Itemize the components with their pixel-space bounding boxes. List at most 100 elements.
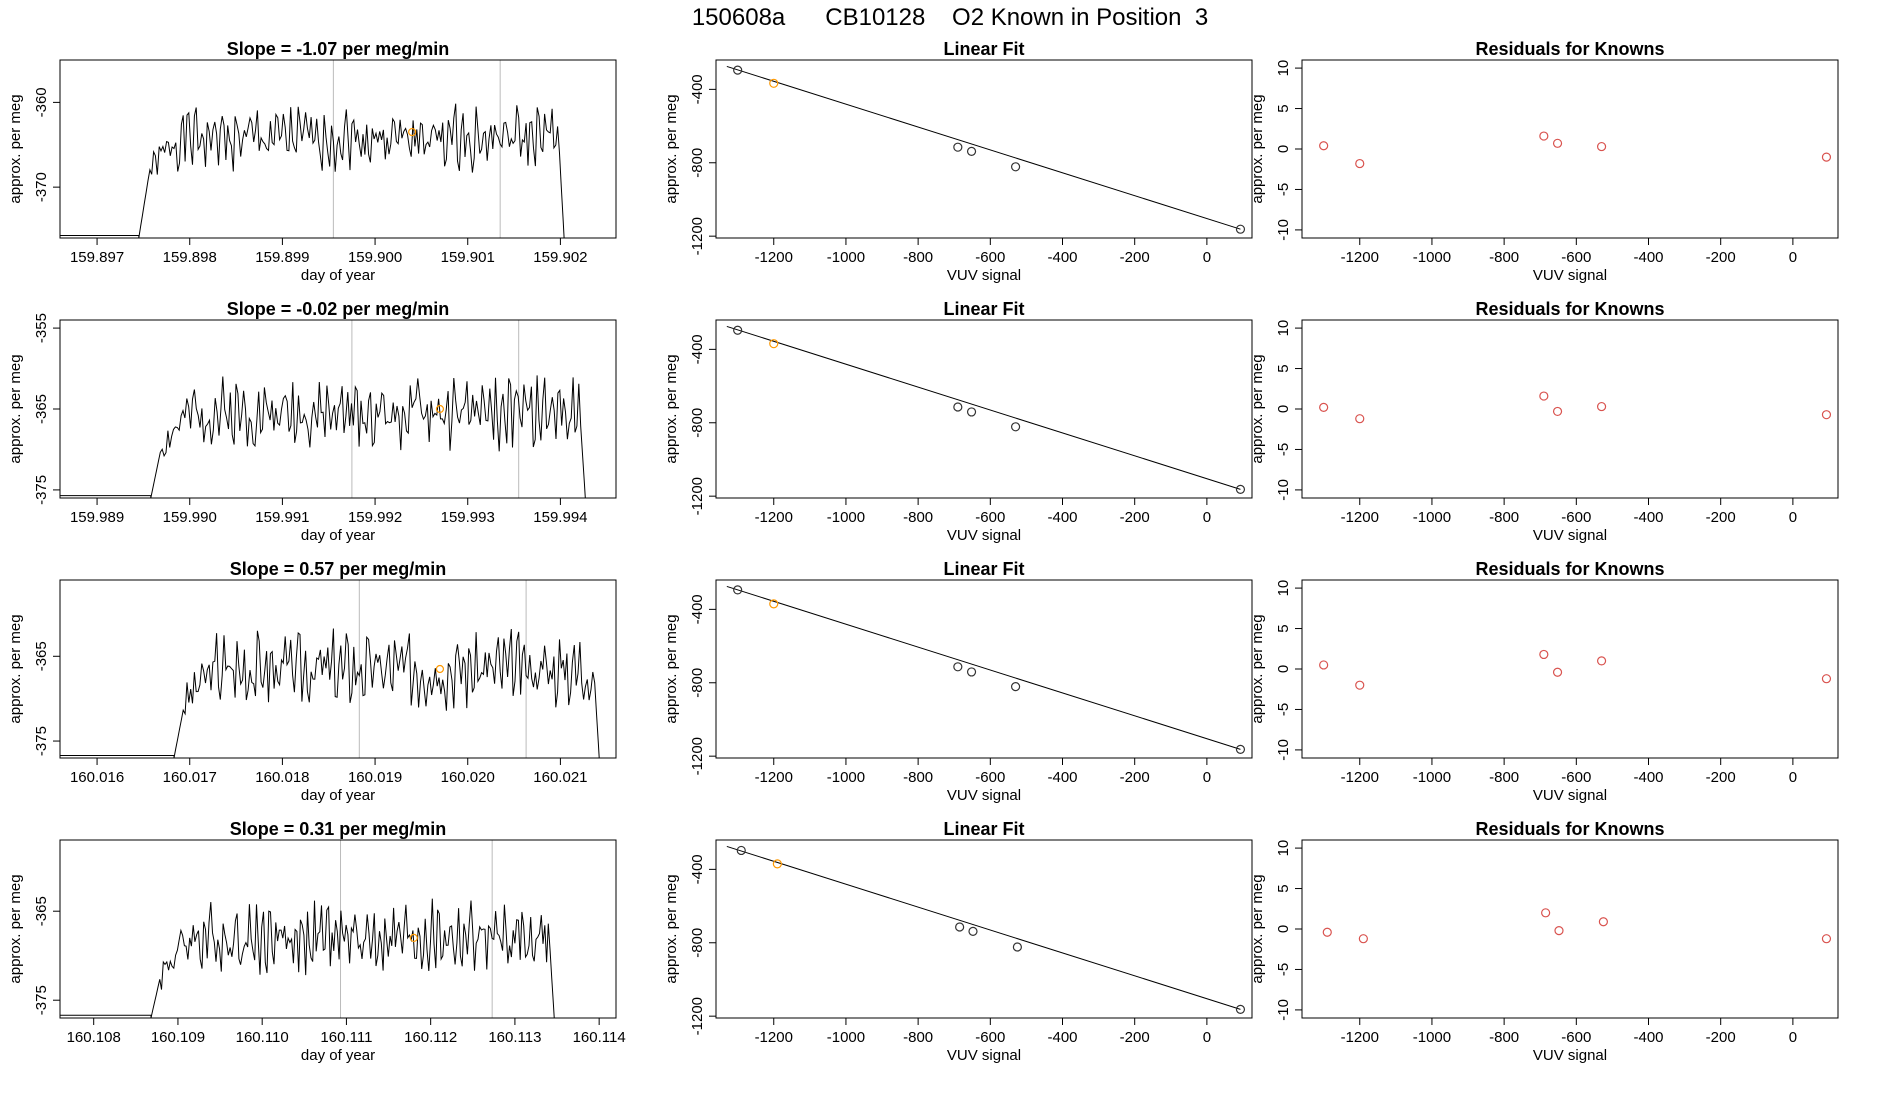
x-tick-label: 159.902 bbox=[533, 249, 587, 266]
chart-panel-11: Linear Fit -1200 -1000 -800 -600 -400 -200 0 -12… bbox=[663, 819, 1253, 1064]
y-tick-label: -10 bbox=[1275, 219, 1292, 241]
plot-area bbox=[1319, 391, 1832, 424]
data-point bbox=[1355, 158, 1365, 169]
x-axis-label: day of year bbox=[301, 787, 375, 804]
y-tick-label: 10 bbox=[1275, 320, 1292, 337]
data-point bbox=[1821, 152, 1832, 162]
y-tick-label: 0 bbox=[1275, 665, 1292, 673]
x-tick-label: 160.017 bbox=[163, 769, 217, 786]
plot-area bbox=[726, 585, 1246, 754]
y-tick-label: 0 bbox=[1275, 925, 1292, 933]
chart-panel-2: Linear Fit -1200 -1000 -800 -600 -400 -200 0 -12… bbox=[663, 39, 1253, 284]
plot-area bbox=[1319, 131, 1832, 169]
x-tick-label: -400 bbox=[1047, 769, 1077, 786]
x-tick-label: 159.994 bbox=[533, 509, 587, 526]
data-point bbox=[1821, 934, 1832, 944]
y-tick-label: -370 bbox=[33, 172, 50, 202]
x-tick-label: -800 bbox=[903, 1029, 933, 1046]
x-tick-label: 0 bbox=[1203, 509, 1211, 526]
x-tick-label: -800 bbox=[1489, 769, 1519, 786]
x-tick-label: -600 bbox=[975, 769, 1005, 786]
data-point bbox=[1821, 410, 1832, 420]
x-axis-label: VUV signal bbox=[1533, 527, 1607, 544]
y-tick-label: -5 bbox=[1275, 443, 1292, 456]
data-point bbox=[1235, 484, 1246, 494]
data-point bbox=[1596, 141, 1607, 152]
x-tick-label: -1200 bbox=[755, 769, 793, 786]
series-line bbox=[60, 628, 600, 758]
x-tick-label: -200 bbox=[1706, 249, 1736, 266]
y-tick-label: -1200 bbox=[689, 477, 706, 515]
chart-title: Residuals for Knowns bbox=[1475, 39, 1664, 59]
chart-title: Residuals for Knowns bbox=[1475, 559, 1664, 579]
y-tick-label: -375 bbox=[33, 985, 50, 1015]
x-tick-label: 159.901 bbox=[441, 249, 495, 266]
y-tick-label: 10 bbox=[1275, 60, 1292, 77]
data-point bbox=[1012, 942, 1022, 952]
data-point bbox=[733, 65, 743, 75]
x-tick-label: -1200 bbox=[1341, 769, 1379, 786]
x-tick-label: -1000 bbox=[1413, 249, 1451, 266]
data-point bbox=[1355, 680, 1365, 690]
x-tick-label: -400 bbox=[1047, 509, 1077, 526]
chart-title: Linear Fit bbox=[943, 299, 1024, 319]
y-tick-label: -400 bbox=[689, 854, 706, 884]
data-point bbox=[966, 146, 977, 156]
y-tick-label: 10 bbox=[1275, 580, 1292, 597]
x-tick-label: -200 bbox=[1120, 1029, 1150, 1046]
x-tick-label: -800 bbox=[903, 249, 933, 266]
plot-area bbox=[1322, 908, 1832, 944]
y-tick-label: 10 bbox=[1275, 840, 1292, 857]
data-point bbox=[1358, 934, 1368, 944]
x-tick-label: 159.992 bbox=[348, 509, 402, 526]
y-tick-label: -365 bbox=[33, 641, 50, 671]
plot-frame bbox=[1301, 579, 1839, 759]
x-tick-label: 160.110 bbox=[236, 1029, 289, 1046]
data-point bbox=[1539, 391, 1549, 401]
x-tick-label: 160.020 bbox=[441, 769, 495, 786]
plot-frame bbox=[715, 579, 1253, 759]
data-point-orange bbox=[435, 404, 445, 414]
chart-panel-3: Residuals for Knowns-1200 -1000 -800 -600 -4… bbox=[1249, 39, 1839, 284]
y-tick-label: 0 bbox=[1275, 405, 1292, 413]
y-tick-label: -5 bbox=[1275, 963, 1292, 976]
data-point bbox=[1319, 141, 1329, 151]
chart-title: Slope = -1.07 per meg/min bbox=[227, 39, 450, 59]
x-tick-label: -800 bbox=[903, 769, 933, 786]
x-tick-label: -200 bbox=[1706, 509, 1736, 526]
x-axis-label: day of year bbox=[301, 267, 375, 284]
plot-frame bbox=[59, 579, 617, 759]
y-tick-label: -360 bbox=[33, 87, 50, 117]
data-point-orange bbox=[408, 127, 417, 137]
data-point bbox=[736, 845, 746, 856]
data-point-orange bbox=[409, 933, 418, 943]
x-tick-label: -200 bbox=[1706, 769, 1736, 786]
plot-frame bbox=[715, 319, 1253, 499]
x-tick-label: -400 bbox=[1633, 249, 1663, 266]
y-axis-label: approx. per meg bbox=[7, 354, 24, 463]
x-tick-label: -1000 bbox=[827, 769, 865, 786]
fit-line bbox=[726, 845, 1241, 1010]
x-tick-label: 159.899 bbox=[255, 249, 309, 266]
data-point bbox=[1596, 656, 1607, 666]
data-point bbox=[1010, 422, 1021, 432]
x-tick-label: 159.991 bbox=[255, 509, 309, 526]
plot-area bbox=[726, 325, 1246, 494]
y-axis-label: approx. per meg bbox=[7, 614, 24, 723]
data-point bbox=[733, 325, 743, 335]
y-tick-label: 5 bbox=[1275, 624, 1292, 632]
data-point bbox=[769, 599, 779, 609]
x-tick-label: 160.114 bbox=[573, 1029, 626, 1046]
plot-frame bbox=[1301, 319, 1839, 499]
data-point-orange bbox=[435, 664, 445, 674]
data-point bbox=[1541, 908, 1551, 918]
x-tick-label: 160.021 bbox=[533, 769, 587, 786]
series-line bbox=[60, 375, 586, 498]
data-point bbox=[1552, 138, 1563, 148]
y-tick-label: -365 bbox=[33, 896, 50, 926]
x-tick-label: -600 bbox=[975, 1029, 1005, 1046]
chart-title: Slope = -0.02 per meg/min bbox=[227, 299, 450, 319]
data-point bbox=[772, 859, 782, 869]
data-point bbox=[769, 78, 779, 88]
